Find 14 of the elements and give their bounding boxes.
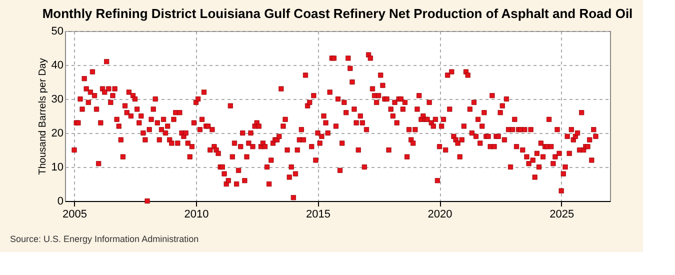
x-tick-label: 2025 — [550, 208, 574, 220]
y-tick-label: 50 — [51, 26, 64, 38]
x-tick-label: 2010 — [184, 208, 209, 220]
y-tick-label: 0 — [57, 196, 64, 208]
source-note: Source: U.S. Energy Information Administration — [10, 234, 199, 244]
y-tick-label: 20 — [51, 128, 64, 140]
chart-title: Monthly Refining District Louisiana Gulf Coast Refinery Net Production of Asphalt and Road Oil — [42, 6, 633, 21]
x-tick-label: 2005 — [62, 208, 88, 220]
x-tick-label: 2015 — [306, 208, 331, 220]
y-tick-label: 40 — [51, 60, 64, 72]
x-tick-label: 2020 — [428, 208, 452, 220]
y-tick-label: 10 — [51, 162, 64, 174]
y-tick-label: 30 — [51, 94, 64, 106]
y-axis-title: Thousand Barrels per Day — [37, 58, 48, 175]
